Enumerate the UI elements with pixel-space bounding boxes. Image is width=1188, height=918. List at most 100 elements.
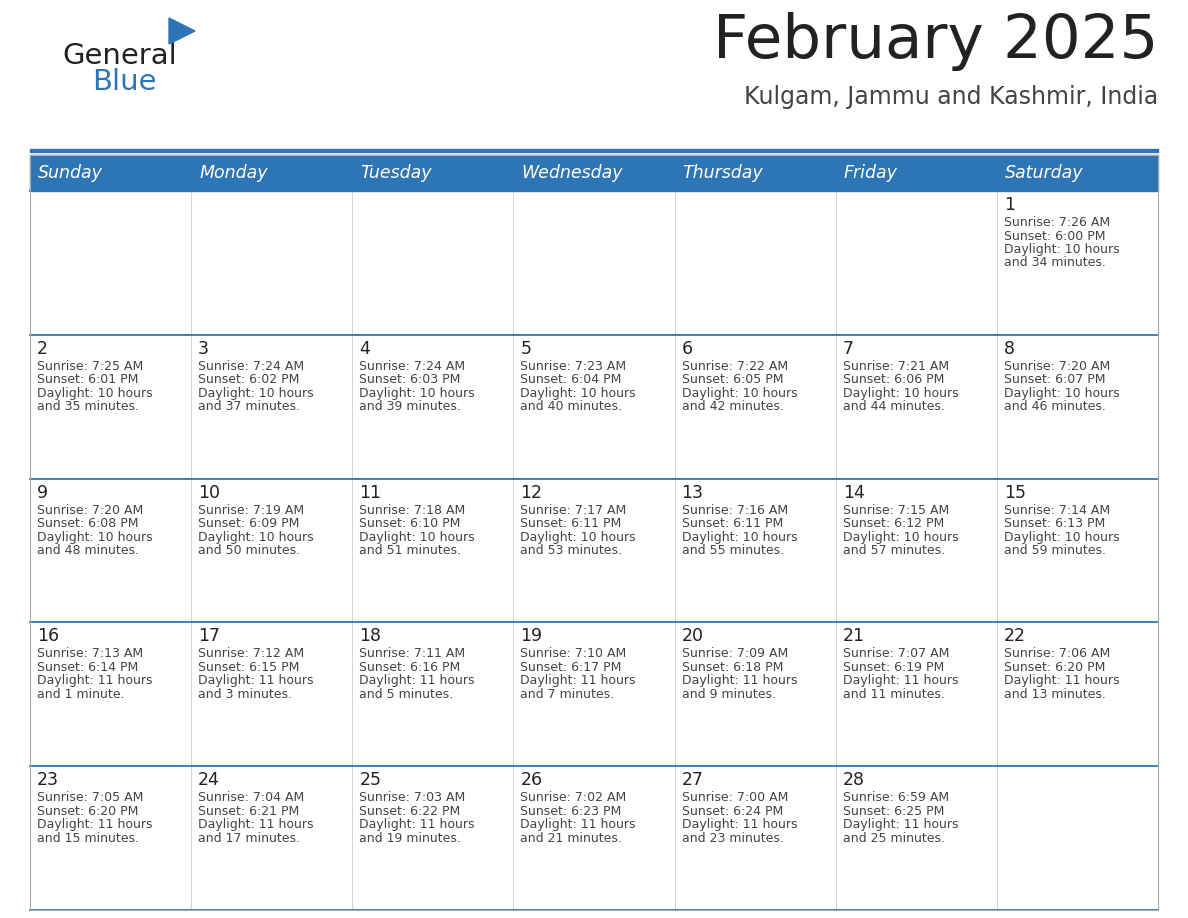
Text: Sunday: Sunday <box>38 164 103 182</box>
Text: Daylight: 11 hours: Daylight: 11 hours <box>1004 675 1119 688</box>
Text: General: General <box>62 42 177 70</box>
Text: Sunrise: 7:12 AM: Sunrise: 7:12 AM <box>198 647 304 660</box>
Text: Sunset: 6:04 PM: Sunset: 6:04 PM <box>520 374 621 386</box>
Text: Sunrise: 7:13 AM: Sunrise: 7:13 AM <box>37 647 143 660</box>
Text: Daylight: 11 hours: Daylight: 11 hours <box>359 818 475 831</box>
Text: Daylight: 11 hours: Daylight: 11 hours <box>37 675 152 688</box>
Text: Sunrise: 7:07 AM: Sunrise: 7:07 AM <box>842 647 949 660</box>
Text: Daylight: 11 hours: Daylight: 11 hours <box>520 675 636 688</box>
Bar <box>30 767 191 910</box>
Text: and 5 minutes.: and 5 minutes. <box>359 688 454 701</box>
Bar <box>675 191 835 335</box>
Bar <box>513 622 675 767</box>
Text: 1: 1 <box>1004 196 1015 214</box>
Text: and 15 minutes.: and 15 minutes. <box>37 832 139 845</box>
Text: 2: 2 <box>37 340 48 358</box>
Text: Sunrise: 7:06 AM: Sunrise: 7:06 AM <box>1004 647 1110 660</box>
Bar <box>997 191 1158 335</box>
Text: Daylight: 10 hours: Daylight: 10 hours <box>520 531 636 543</box>
Text: Sunrise: 7:05 AM: Sunrise: 7:05 AM <box>37 791 144 804</box>
Text: Sunrise: 7:18 AM: Sunrise: 7:18 AM <box>359 504 466 517</box>
Text: Sunset: 6:17 PM: Sunset: 6:17 PM <box>520 661 621 674</box>
Text: Sunset: 6:08 PM: Sunset: 6:08 PM <box>37 517 139 530</box>
Text: and 19 minutes.: and 19 minutes. <box>359 832 461 845</box>
Text: Sunrise: 7:17 AM: Sunrise: 7:17 AM <box>520 504 627 517</box>
Text: and 48 minutes.: and 48 minutes. <box>37 544 139 557</box>
Bar <box>675 622 835 767</box>
Text: 18: 18 <box>359 627 381 645</box>
Text: Sunset: 6:11 PM: Sunset: 6:11 PM <box>682 517 783 530</box>
Text: 28: 28 <box>842 771 865 789</box>
Text: and 50 minutes.: and 50 minutes. <box>198 544 301 557</box>
Text: Saturday: Saturday <box>1005 164 1083 182</box>
Text: 26: 26 <box>520 771 543 789</box>
Bar <box>353 191 513 335</box>
Text: Sunrise: 7:16 AM: Sunrise: 7:16 AM <box>682 504 788 517</box>
Text: Sunrise: 7:19 AM: Sunrise: 7:19 AM <box>198 504 304 517</box>
Bar <box>835 767 997 910</box>
Text: Sunset: 6:25 PM: Sunset: 6:25 PM <box>842 805 944 818</box>
Text: Daylight: 10 hours: Daylight: 10 hours <box>37 531 152 543</box>
Text: and 37 minutes.: and 37 minutes. <box>198 400 301 413</box>
Text: Sunrise: 7:26 AM: Sunrise: 7:26 AM <box>1004 216 1110 229</box>
Text: Sunrise: 7:14 AM: Sunrise: 7:14 AM <box>1004 504 1110 517</box>
Text: Kulgam, Jammu and Kashmir, India: Kulgam, Jammu and Kashmir, India <box>744 85 1158 109</box>
Text: Sunrise: 6:59 AM: Sunrise: 6:59 AM <box>842 791 949 804</box>
Text: and 17 minutes.: and 17 minutes. <box>198 832 301 845</box>
Text: Sunset: 6:13 PM: Sunset: 6:13 PM <box>1004 517 1105 530</box>
Bar <box>835 622 997 767</box>
Text: Daylight: 10 hours: Daylight: 10 hours <box>842 531 959 543</box>
Bar <box>835 478 997 622</box>
Text: and 9 minutes.: and 9 minutes. <box>682 688 776 701</box>
Text: Daylight: 11 hours: Daylight: 11 hours <box>359 675 475 688</box>
Text: Sunset: 6:16 PM: Sunset: 6:16 PM <box>359 661 461 674</box>
Text: 15: 15 <box>1004 484 1026 501</box>
Text: Sunrise: 7:00 AM: Sunrise: 7:00 AM <box>682 791 788 804</box>
Text: Sunset: 6:12 PM: Sunset: 6:12 PM <box>842 517 944 530</box>
Bar <box>353 622 513 767</box>
Text: Blue: Blue <box>91 68 157 96</box>
Text: Daylight: 11 hours: Daylight: 11 hours <box>682 818 797 831</box>
Text: 19: 19 <box>520 627 543 645</box>
Text: Daylight: 10 hours: Daylight: 10 hours <box>359 531 475 543</box>
Text: Sunset: 6:21 PM: Sunset: 6:21 PM <box>198 805 299 818</box>
Text: Sunset: 6:00 PM: Sunset: 6:00 PM <box>1004 230 1105 242</box>
Text: 25: 25 <box>359 771 381 789</box>
Text: 20: 20 <box>682 627 703 645</box>
Text: Sunset: 6:14 PM: Sunset: 6:14 PM <box>37 661 138 674</box>
Text: 7: 7 <box>842 340 854 358</box>
Text: Tuesday: Tuesday <box>360 164 431 182</box>
Text: Friday: Friday <box>843 164 898 182</box>
Text: Sunrise: 7:25 AM: Sunrise: 7:25 AM <box>37 360 144 373</box>
Text: and 42 minutes.: and 42 minutes. <box>682 400 783 413</box>
Text: Sunset: 6:05 PM: Sunset: 6:05 PM <box>682 374 783 386</box>
Text: Daylight: 10 hours: Daylight: 10 hours <box>682 531 797 543</box>
Text: and 35 minutes.: and 35 minutes. <box>37 400 139 413</box>
Text: Daylight: 10 hours: Daylight: 10 hours <box>37 386 152 400</box>
Text: Sunset: 6:15 PM: Sunset: 6:15 PM <box>198 661 299 674</box>
Text: Sunrise: 7:10 AM: Sunrise: 7:10 AM <box>520 647 627 660</box>
Text: 4: 4 <box>359 340 371 358</box>
Text: 14: 14 <box>842 484 865 501</box>
Text: 22: 22 <box>1004 627 1026 645</box>
Text: Sunset: 6:03 PM: Sunset: 6:03 PM <box>359 374 461 386</box>
Text: Daylight: 10 hours: Daylight: 10 hours <box>682 386 797 400</box>
Text: Daylight: 10 hours: Daylight: 10 hours <box>842 386 959 400</box>
Bar <box>0 0 1188 155</box>
Text: Sunset: 6:07 PM: Sunset: 6:07 PM <box>1004 374 1105 386</box>
Text: Sunrise: 7:04 AM: Sunrise: 7:04 AM <box>198 791 304 804</box>
Text: Sunrise: 7:21 AM: Sunrise: 7:21 AM <box>842 360 949 373</box>
Text: 10: 10 <box>198 484 220 501</box>
Text: Sunrise: 7:02 AM: Sunrise: 7:02 AM <box>520 791 627 804</box>
Text: Daylight: 11 hours: Daylight: 11 hours <box>682 675 797 688</box>
Text: 3: 3 <box>198 340 209 358</box>
Bar <box>513 335 675 478</box>
Text: and 23 minutes.: and 23 minutes. <box>682 832 783 845</box>
Text: Daylight: 11 hours: Daylight: 11 hours <box>198 675 314 688</box>
Polygon shape <box>169 18 195 44</box>
Text: Sunrise: 7:15 AM: Sunrise: 7:15 AM <box>842 504 949 517</box>
Text: 23: 23 <box>37 771 59 789</box>
Text: Sunset: 6:19 PM: Sunset: 6:19 PM <box>842 661 944 674</box>
Bar <box>835 191 997 335</box>
Text: and 21 minutes.: and 21 minutes. <box>520 832 623 845</box>
